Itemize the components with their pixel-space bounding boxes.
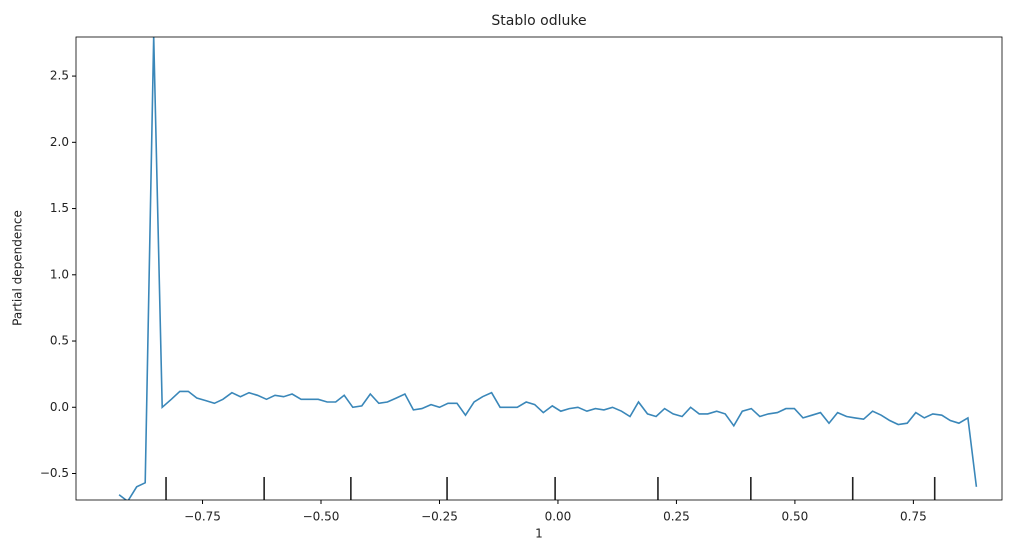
x-tick-label: 0.00 [545, 510, 572, 524]
y-tick-label: 0.0 [50, 400, 69, 414]
x-tick-label: −0.25 [421, 510, 458, 524]
y-tick-label: 1.0 [50, 267, 69, 281]
x-tick-label: 0.50 [782, 510, 809, 524]
y-tick-label: 2.5 [50, 69, 69, 83]
x-tick-label: −0.75 [184, 510, 221, 524]
x-tick-label: 0.75 [900, 510, 927, 524]
x-tick-label: −0.50 [303, 510, 340, 524]
chart-title: Stablo odluke [491, 13, 586, 29]
y-tick-label: 0.5 [50, 334, 69, 348]
data-line [118, 37, 978, 500]
x-tick-label: 0.25 [663, 510, 690, 524]
y-tick-label: 1.5 [50, 201, 69, 215]
y-tick-label: 2.0 [50, 135, 69, 149]
y-tick-label: −0.5 [40, 466, 69, 480]
x-axis-label: 1 [535, 527, 543, 538]
y-axis-label: Partial dependence [11, 210, 25, 326]
plot-frame [75, 36, 1003, 501]
